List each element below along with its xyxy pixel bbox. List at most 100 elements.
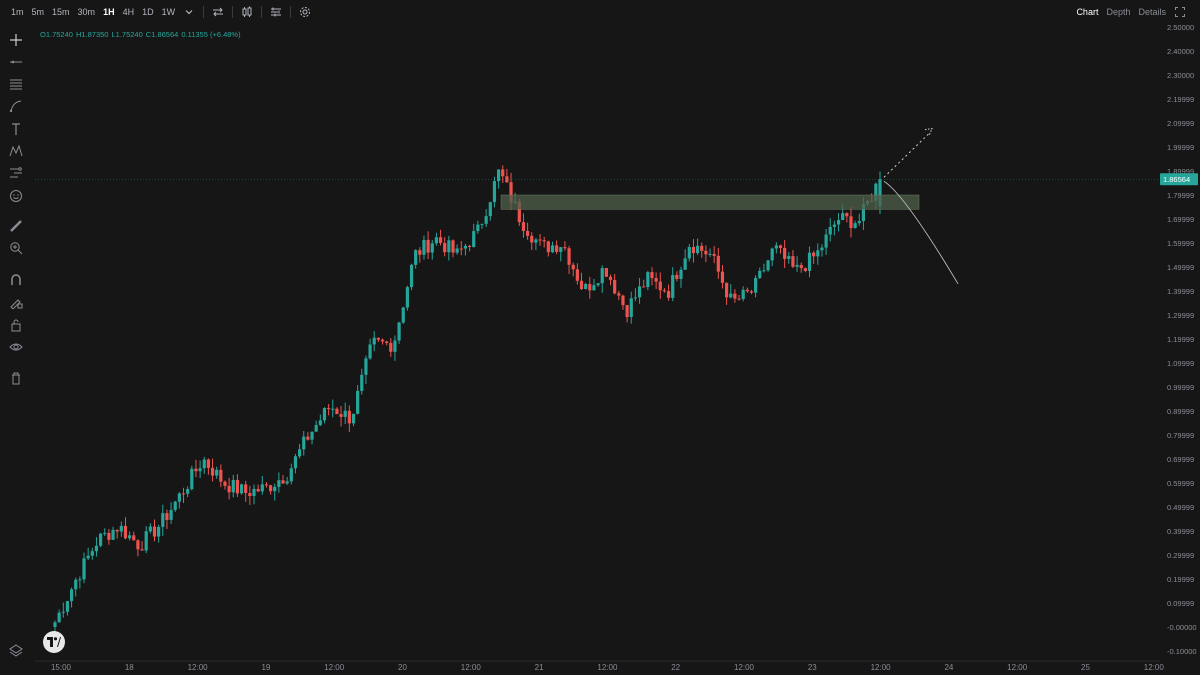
crosshair-icon[interactable] <box>6 30 26 50</box>
candle-body <box>372 337 376 345</box>
timeframe-4h[interactable]: 4H <box>122 7 135 17</box>
candle-body <box>343 410 347 417</box>
candle-body <box>654 278 658 282</box>
candle-body <box>248 493 252 497</box>
pattern-icon[interactable] <box>6 141 26 161</box>
candle-body <box>152 526 157 537</box>
ruler-icon[interactable] <box>6 216 26 236</box>
forecast-icon[interactable] <box>6 163 26 183</box>
chevron-down-icon[interactable] <box>179 0 199 24</box>
price-axis-label: 1.69999 <box>1167 215 1194 224</box>
price-axis-label: 1.09999 <box>1167 359 1194 368</box>
candle-body <box>140 549 144 551</box>
candle-body <box>791 256 795 267</box>
zoom-icon[interactable] <box>6 238 26 258</box>
candle-body <box>177 493 181 502</box>
tab-details[interactable]: Details <box>1138 7 1166 17</box>
time-axis-label: 12:00 <box>871 663 892 672</box>
timeframe-selector: 1m 5m 15m 30m 1H 4H 1D 1W <box>7 0 179 24</box>
lock-icon[interactable] <box>6 315 26 335</box>
drawing-toolbar <box>0 26 32 675</box>
price-axis-label: 2.40000 <box>1167 47 1194 56</box>
candle-body <box>629 298 633 318</box>
candle-type-icon[interactable] <box>237 0 257 24</box>
candle-body <box>754 277 758 293</box>
price-axis-label: 0.19999 <box>1167 575 1194 584</box>
compare-icon[interactable] <box>208 0 228 24</box>
candle-body <box>608 276 613 280</box>
settings-icon[interactable] <box>295 0 315 24</box>
timeframe-5m[interactable]: 5m <box>31 7 45 17</box>
candle-body <box>198 468 202 472</box>
low-value: L1.75240 <box>111 30 143 39</box>
timeframe-1w[interactable]: 1W <box>161 7 176 17</box>
candle-body <box>874 183 878 201</box>
candle-body <box>550 245 555 253</box>
text-icon[interactable] <box>6 119 26 139</box>
emoji-icon[interactable] <box>6 186 26 206</box>
candle-body <box>787 256 791 259</box>
candle-body <box>289 468 293 482</box>
candle-body <box>119 525 123 532</box>
divider <box>203 6 205 18</box>
divider <box>290 6 292 18</box>
magnet-icon[interactable] <box>6 270 26 290</box>
candle-body <box>484 216 488 224</box>
candle-body <box>704 250 708 255</box>
candle-body <box>526 230 530 236</box>
candle-body <box>783 247 787 259</box>
candle-body <box>252 488 256 497</box>
candle-body <box>111 529 115 540</box>
candle-body <box>360 374 364 391</box>
price-axis-label: -0.00000 <box>1167 623 1197 632</box>
candle-body <box>849 216 853 229</box>
lock-drawing-icon[interactable] <box>6 292 26 312</box>
timeframe-1m[interactable]: 1m <box>11 7 24 17</box>
fib-tool-icon[interactable] <box>6 74 26 94</box>
last-price-label: 1.86564 <box>1163 175 1190 184</box>
price-axis-label: 1.79999 <box>1167 191 1194 200</box>
top-toolbar: 1m 5m 15m 30m 1H 4H 1D 1W Chart Depth Details <box>0 0 1200 24</box>
timeframe-1d[interactable]: 1D <box>142 7 154 17</box>
candle-body <box>579 280 584 290</box>
candle-body <box>210 467 215 476</box>
candle-body <box>322 408 327 421</box>
timeframe-1h[interactable]: 1H <box>103 7 115 17</box>
time-axis-label: 24 <box>944 663 953 672</box>
candle-body <box>190 468 194 490</box>
divider <box>261 6 263 18</box>
candle-body <box>824 234 828 248</box>
trash-icon[interactable] <box>6 368 26 388</box>
candle-body <box>671 274 675 298</box>
line-tool-icon[interactable] <box>6 52 26 72</box>
timeframe-15m[interactable]: 15m <box>52 7 70 17</box>
time-axis-label: 15:00 <box>51 663 72 672</box>
candle-body <box>132 535 136 541</box>
candle-body <box>720 271 725 283</box>
candle-body <box>841 213 845 221</box>
candle-body <box>555 245 559 252</box>
candle-body <box>778 245 783 248</box>
candle-body <box>331 408 335 410</box>
price-axis-label: 2.09999 <box>1167 119 1194 128</box>
candle-body <box>463 245 468 249</box>
fullscreen-icon[interactable] <box>1170 0 1190 24</box>
candle-body <box>78 579 82 581</box>
candle-body <box>53 622 57 627</box>
brush-icon[interactable] <box>6 96 26 116</box>
candle-body <box>613 279 617 294</box>
indicators-icon[interactable] <box>266 0 286 24</box>
candle-body <box>708 253 712 255</box>
candle-body <box>725 282 729 298</box>
timeframe-30m[interactable]: 30m <box>77 7 96 17</box>
time-axis-label: 12:00 <box>734 663 755 672</box>
eye-icon[interactable] <box>6 337 26 357</box>
layers-icon[interactable] <box>6 640 26 660</box>
tab-depth[interactable]: Depth <box>1106 7 1131 17</box>
candle-body <box>488 202 492 217</box>
tab-chart[interactable]: Chart <box>1076 7 1099 17</box>
candle-body <box>310 431 314 440</box>
candle-body <box>758 270 762 278</box>
candle-body <box>509 182 513 203</box>
